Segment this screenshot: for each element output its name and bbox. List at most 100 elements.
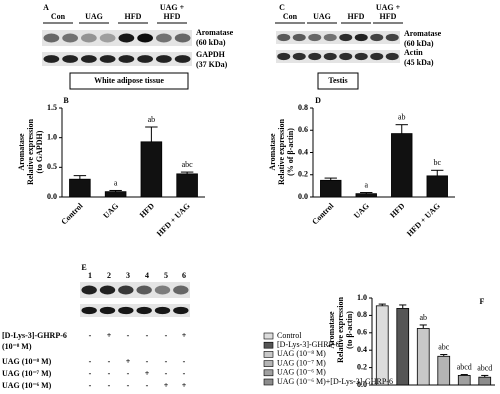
treatment-sign: - <box>146 357 149 366</box>
panel-label: A <box>43 3 49 12</box>
treatment-sign: + <box>107 331 112 340</box>
band <box>308 33 322 42</box>
bar <box>355 193 377 198</box>
band-label: (60 kDa) <box>196 38 226 47</box>
band <box>339 33 353 42</box>
panel-label: C <box>279 3 285 12</box>
treatment-sign: - <box>89 381 92 390</box>
treatment-label: UAG (10⁻⁶ M) <box>2 381 52 390</box>
legend-swatch <box>263 378 274 386</box>
band <box>370 52 384 61</box>
treatment-sign: - <box>146 331 149 340</box>
treatment-sign: - <box>89 331 92 340</box>
band <box>137 55 153 63</box>
tissue-box <box>317 72 359 90</box>
band <box>277 52 291 61</box>
bar <box>478 376 492 386</box>
band <box>43 33 60 43</box>
lane-label: Con <box>283 12 298 21</box>
x-tick-label: UAG <box>101 201 120 220</box>
annotation: abcd <box>457 362 472 371</box>
tissue-box <box>69 72 189 90</box>
band <box>154 306 171 315</box>
legend-label: UAG (10⁻⁶ M)+[D-Lys-3]-GHRP-6 <box>277 377 393 386</box>
band <box>308 52 322 61</box>
treatment-sign: - <box>108 369 111 378</box>
y-tick-label: 1.0 <box>47 132 57 141</box>
band <box>99 285 116 295</box>
treatment-sign: + <box>182 381 187 390</box>
y-tick-label: 0.6 <box>357 328 367 337</box>
band <box>385 52 399 61</box>
treatment-label: [D-Lys-3]-GHRP-6 <box>2 331 67 340</box>
treatment-sign: - <box>108 357 111 366</box>
lane-label: HFD <box>125 12 142 21</box>
bar <box>104 191 127 198</box>
treatment-sign: - <box>165 369 168 378</box>
treatment-sign: + <box>126 357 131 366</box>
band <box>173 306 189 315</box>
band <box>118 285 134 295</box>
y-axis-label: Aromatase <box>327 311 336 349</box>
lane-label: 2 <box>107 271 111 280</box>
band <box>81 306 97 315</box>
band <box>292 52 306 61</box>
annotation: ab <box>419 313 427 322</box>
band <box>323 52 337 61</box>
legend-swatch <box>263 332 274 340</box>
band <box>292 33 306 42</box>
band-label: Actin <box>404 48 423 57</box>
panel-label: E <box>81 263 86 272</box>
treatment-sign: - <box>165 331 168 340</box>
lane-label: HFD <box>164 12 181 21</box>
bar <box>176 173 198 198</box>
band <box>323 33 337 42</box>
annotation: a <box>114 178 118 187</box>
annotation: a <box>364 180 368 189</box>
y-axis-label: (to β-actin) <box>345 311 354 349</box>
band <box>81 33 97 43</box>
y-tick-label: 0.8 <box>298 103 308 112</box>
band <box>154 285 171 295</box>
treatment-sign: - <box>89 357 92 366</box>
lane-label: HFD <box>348 12 365 21</box>
x-tick-label: HFD + UAG <box>405 201 442 238</box>
blot-strip <box>42 30 192 46</box>
legend-label: UAG (10⁻⁷ M) <box>277 358 326 367</box>
band <box>118 306 134 315</box>
treatment-sign: - <box>165 357 168 366</box>
band <box>156 33 172 43</box>
band <box>136 285 152 295</box>
lane-label: 3 <box>126 271 130 280</box>
band <box>385 33 399 42</box>
bar <box>416 328 430 386</box>
annotation: abcd <box>477 363 492 372</box>
legend-label: Control <box>277 331 302 340</box>
treatment-label: UAG (10⁻⁷ M) <box>2 369 52 378</box>
y-axis-label: (% of β-actin) <box>286 128 295 176</box>
band-label: (37 KDa) <box>196 60 228 69</box>
legend-swatch <box>263 360 274 367</box>
band <box>118 33 135 43</box>
y-axis-label: Relative expression <box>277 119 286 185</box>
legend-swatch <box>263 369 274 377</box>
annotation: ab <box>148 115 156 124</box>
annotation: abc <box>182 160 194 169</box>
lane-label: 5 <box>164 271 168 280</box>
annotation: abc <box>438 342 450 351</box>
y-tick-label: 0.4 <box>357 345 367 354</box>
y-tick-label: 0.8 <box>357 310 367 319</box>
legend-label: UAG (10⁻⁸ M) <box>277 349 326 358</box>
x-tick-label: HFD + UAG <box>155 201 192 238</box>
treatment-sign: - <box>183 357 186 366</box>
y-axis-label: Relative expression <box>336 297 345 363</box>
treatment-sign: - <box>146 381 149 390</box>
band <box>62 33 78 43</box>
lane-label: UAG <box>85 12 103 21</box>
band <box>354 33 368 42</box>
band <box>339 52 353 61</box>
y-tick-label: 1.0 <box>357 293 367 302</box>
y-tick-label: 0.0 <box>47 192 57 201</box>
